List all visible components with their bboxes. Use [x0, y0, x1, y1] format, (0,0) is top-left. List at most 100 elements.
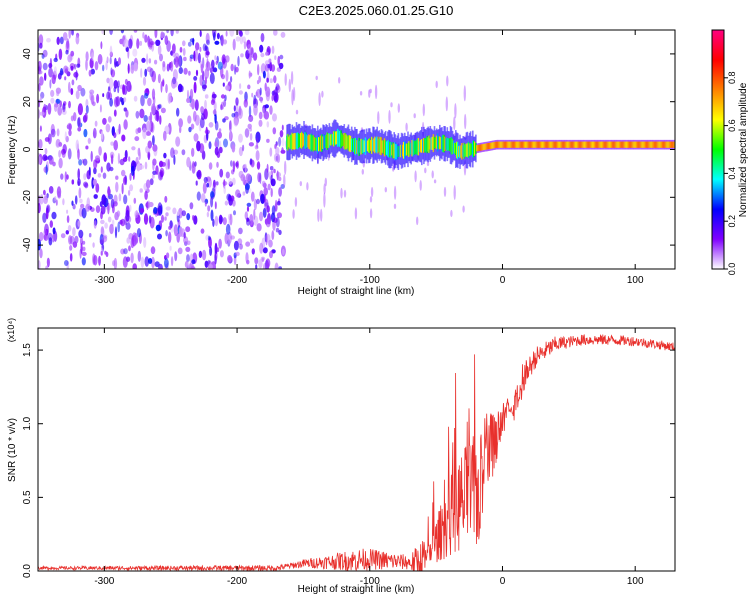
- noise-cell: [273, 75, 277, 84]
- noise-cell: [132, 263, 137, 269]
- ridge-core: [315, 138, 318, 151]
- ridge-core: [596, 141, 598, 148]
- ridge-core: [594, 141, 596, 148]
- ridge-core: [324, 135, 326, 149]
- noise-cell: [262, 247, 268, 254]
- ridge-core: [653, 141, 656, 148]
- noise-cell: [44, 148, 48, 155]
- noise-cell: [168, 225, 172, 230]
- noise-cell: [200, 228, 205, 234]
- noise-cell: [42, 62, 48, 71]
- noise-cell: [288, 78, 291, 93]
- ridge-core: [492, 142, 494, 149]
- noise-cell: [152, 96, 156, 105]
- noise-cell: [445, 96, 448, 112]
- noise-cell: [122, 84, 126, 95]
- ridge-core: [475, 143, 477, 154]
- colorbar-label: Normalized spectral amplitude: [738, 82, 749, 217]
- ridge-core: [565, 141, 567, 148]
- noise-cell: [143, 115, 148, 122]
- ridge-core: [431, 136, 434, 150]
- noise-cell: [248, 56, 252, 62]
- ridge-core: [369, 138, 371, 154]
- ridge-core: [662, 141, 664, 148]
- ridge-core: [469, 143, 472, 156]
- noise-cell: [206, 39, 210, 46]
- noise-cell: [253, 103, 258, 116]
- noise-cell: [78, 187, 82, 199]
- noise-cell: [377, 111, 380, 125]
- noise-cell: [236, 160, 239, 169]
- noise-cell: [43, 156, 49, 161]
- noise-cell: [343, 189, 347, 198]
- noise-cell: [75, 70, 78, 81]
- noise-cell: [54, 196, 57, 202]
- ridge-core: [457, 142, 459, 160]
- ridge-core: [410, 142, 412, 155]
- noise-cell: [157, 44, 162, 56]
- ridge-core: [298, 134, 301, 147]
- ridge-core: [534, 141, 537, 148]
- noise-cell: [157, 171, 164, 181]
- noise-cell: [215, 60, 218, 65]
- noise-cell: [204, 76, 207, 85]
- colorbar-tick-label: 0.0: [727, 263, 737, 276]
- noise-cell: [66, 215, 70, 224]
- noise-cell: [143, 213, 149, 225]
- noise-cell: [131, 146, 136, 151]
- noise-cell: [77, 127, 82, 132]
- noise-cell: [414, 170, 417, 183]
- ridge-core: [306, 134, 308, 148]
- noise-cell: [76, 63, 81, 68]
- ridge-core: [473, 140, 475, 158]
- ridge-core: [287, 133, 289, 151]
- noise-cell: [106, 91, 110, 100]
- ridge-core: [544, 141, 546, 148]
- noise-cell: [75, 139, 80, 151]
- noise-cell: [213, 31, 216, 41]
- noise-cell: [129, 172, 132, 181]
- ridge-core: [374, 136, 376, 154]
- noise-cell: [106, 162, 111, 172]
- ridge-core: [485, 143, 488, 150]
- ridge-core: [377, 136, 380, 154]
- noise-cell: [144, 161, 148, 170]
- noise-cell: [146, 53, 149, 65]
- noise-cell: [144, 68, 148, 77]
- noise-cell: [212, 109, 217, 115]
- noise-cell: [268, 58, 272, 63]
- noise-cell: [243, 41, 247, 50]
- noise-cell: [139, 108, 145, 119]
- noise-cell: [248, 70, 251, 79]
- ridge-core: [578, 141, 580, 148]
- ridge-core: [595, 141, 597, 148]
- noise-cell: [253, 208, 256, 220]
- noise-cell: [208, 141, 212, 150]
- noise-cell: [269, 166, 274, 171]
- noise-cell: [82, 240, 86, 245]
- ridge-core: [382, 140, 385, 155]
- ridge-core: [429, 138, 432, 150]
- noise-cell: [246, 202, 252, 207]
- noise-cell: [146, 200, 149, 211]
- noise-cell: [144, 190, 148, 200]
- noise-cell: [62, 144, 67, 154]
- ridge-core: [477, 145, 479, 152]
- ridge-core: [406, 143, 408, 156]
- noise-cell: [129, 204, 132, 212]
- noise-cell: [214, 141, 218, 147]
- noise-cell: [220, 94, 226, 99]
- noise-cell: [262, 70, 266, 79]
- ridge-core: [530, 141, 532, 148]
- noise-cell: [216, 32, 220, 40]
- noise-cell: [225, 69, 229, 82]
- noise-cell: [276, 200, 281, 206]
- noise-cell: [110, 67, 113, 76]
- noise-cell: [189, 54, 195, 59]
- ridge-core: [356, 140, 358, 154]
- noise-cell: [38, 139, 43, 149]
- noise-cell: [110, 141, 115, 146]
- noise-cell: [233, 210, 236, 216]
- noise-cell: [225, 55, 230, 63]
- ridge-core: [366, 140, 369, 152]
